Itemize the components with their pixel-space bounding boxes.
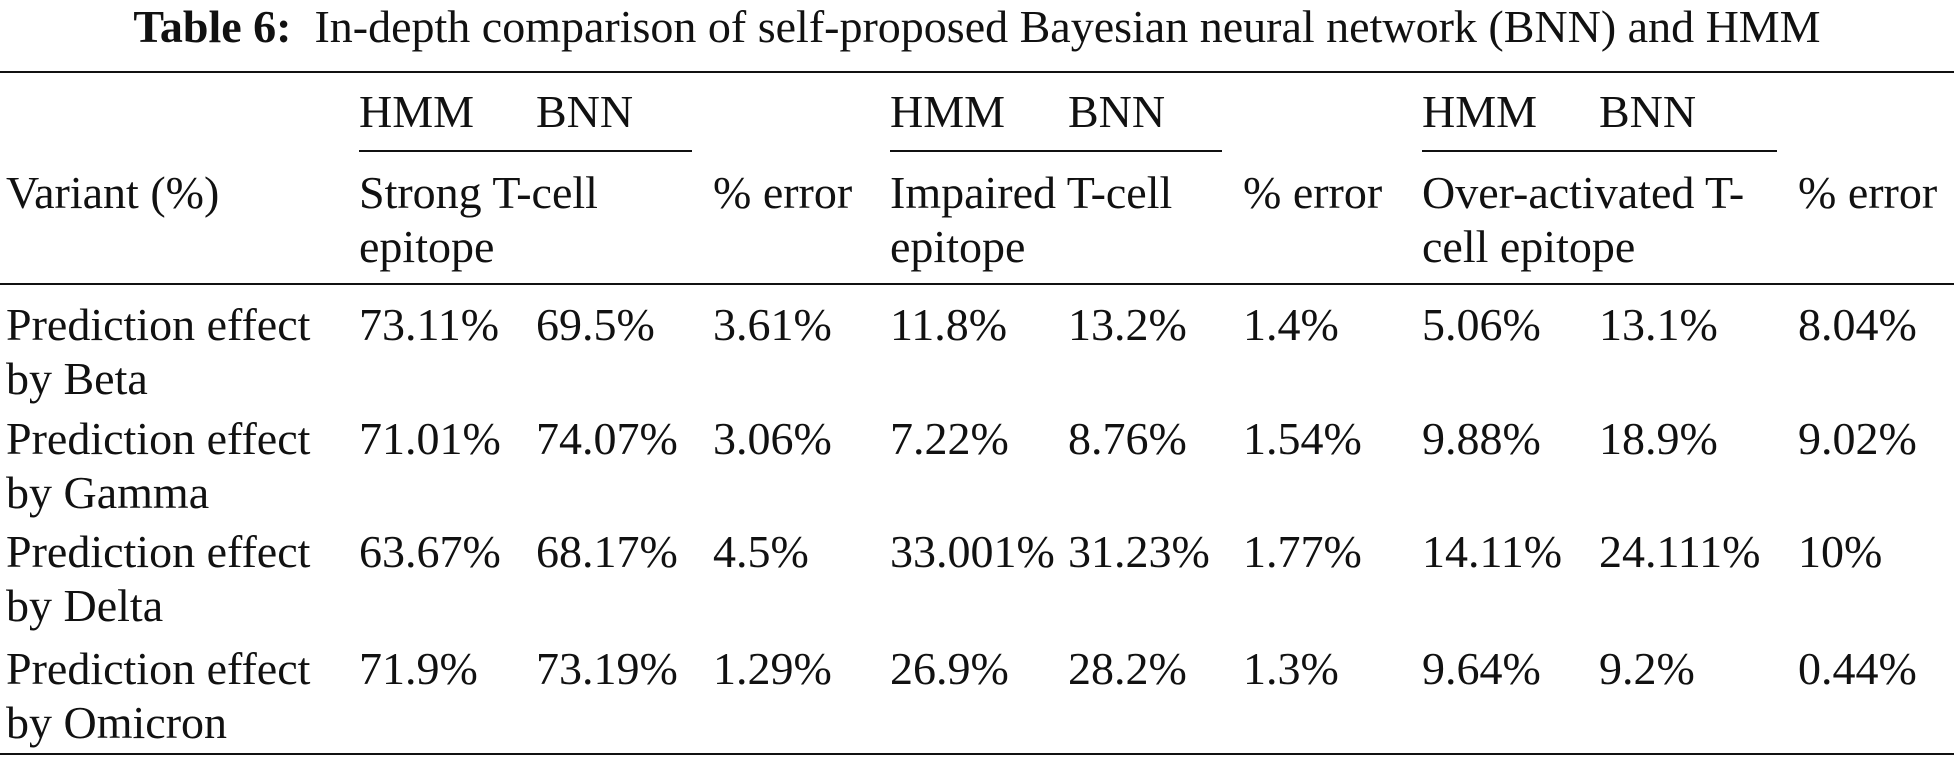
error-header: % error bbox=[713, 167, 853, 218]
caption-label: Table 6: bbox=[133, 1, 292, 52]
top-rule bbox=[0, 71, 1954, 73]
cell: 9.02% bbox=[1798, 413, 1917, 464]
row-label-header: Variant (%) bbox=[6, 167, 220, 218]
cell: 9.2% bbox=[1599, 643, 1695, 694]
cell: 1.3% bbox=[1243, 643, 1339, 694]
cell: 71.9% bbox=[359, 643, 478, 694]
cell: 1.54% bbox=[1243, 413, 1362, 464]
cell: 73.19% bbox=[536, 643, 678, 694]
cell: 73.11% bbox=[359, 299, 500, 350]
cell: 68.17% bbox=[536, 526, 678, 577]
cell: 18.9% bbox=[1599, 413, 1718, 464]
cell: 0.44% bbox=[1798, 643, 1917, 694]
group-name: Over-activated T-cell epitope bbox=[1422, 167, 1745, 272]
model-header: BNN bbox=[1068, 86, 1166, 137]
model-header: BNN bbox=[1599, 86, 1697, 137]
cell: 10% bbox=[1798, 526, 1883, 577]
cell: 5.06% bbox=[1422, 299, 1541, 350]
group-name: Impaired T-cell epitope bbox=[890, 167, 1173, 272]
row-label: Prediction effect by Delta bbox=[6, 526, 311, 631]
cell: 31.23% bbox=[1068, 526, 1210, 577]
cell: 9.88% bbox=[1422, 413, 1541, 464]
cell: 69.5% bbox=[536, 299, 655, 350]
cell: 26.9% bbox=[890, 643, 1009, 694]
row-label: Prediction effect by Omicron bbox=[6, 643, 311, 748]
cell: 8.76% bbox=[1068, 413, 1187, 464]
cell: 33.001% bbox=[890, 526, 1055, 577]
group-underline bbox=[359, 150, 692, 152]
cell: 28.2% bbox=[1068, 643, 1187, 694]
caption-text: In-depth comparison of self-proposed Bay… bbox=[314, 1, 1821, 52]
cell: 9.64% bbox=[1422, 643, 1541, 694]
model-header: HMM bbox=[1422, 86, 1538, 137]
cell: 24.111% bbox=[1599, 526, 1761, 577]
header-rule bbox=[0, 283, 1954, 285]
model-header: HMM bbox=[359, 86, 475, 137]
bottom-rule bbox=[0, 753, 1954, 755]
cell: 3.61% bbox=[713, 299, 832, 350]
error-header: % error bbox=[1798, 167, 1938, 218]
cell: 13.2% bbox=[1068, 299, 1187, 350]
cell: 8.04% bbox=[1798, 299, 1917, 350]
cell: 63.67% bbox=[359, 526, 501, 577]
cell: 4.5% bbox=[713, 526, 809, 577]
row-label: Prediction effect by Beta bbox=[6, 299, 311, 404]
group-name: Strong T-cell epitope bbox=[359, 167, 598, 272]
cell: 1.4% bbox=[1243, 299, 1339, 350]
cell: 11.8% bbox=[890, 299, 1008, 350]
error-header: % error bbox=[1243, 167, 1383, 218]
cell: 3.06% bbox=[713, 413, 832, 464]
group-underline bbox=[890, 150, 1222, 152]
cell: 1.77% bbox=[1243, 526, 1362, 577]
group-underline bbox=[1422, 150, 1777, 152]
row-label: Prediction effect by Gamma bbox=[6, 413, 311, 518]
cell: 7.22% bbox=[890, 413, 1009, 464]
cell: 71.01% bbox=[359, 413, 501, 464]
cell: 74.07% bbox=[536, 413, 678, 464]
model-header: BNN bbox=[536, 86, 634, 137]
cell: 14.11% bbox=[1422, 526, 1563, 577]
cell: 1.29% bbox=[713, 643, 832, 694]
model-header: HMM bbox=[890, 86, 1006, 137]
caption: Table 6: In-depth comparison of self-pro… bbox=[0, 0, 1954, 54]
cell: 13.1% bbox=[1599, 299, 1718, 350]
